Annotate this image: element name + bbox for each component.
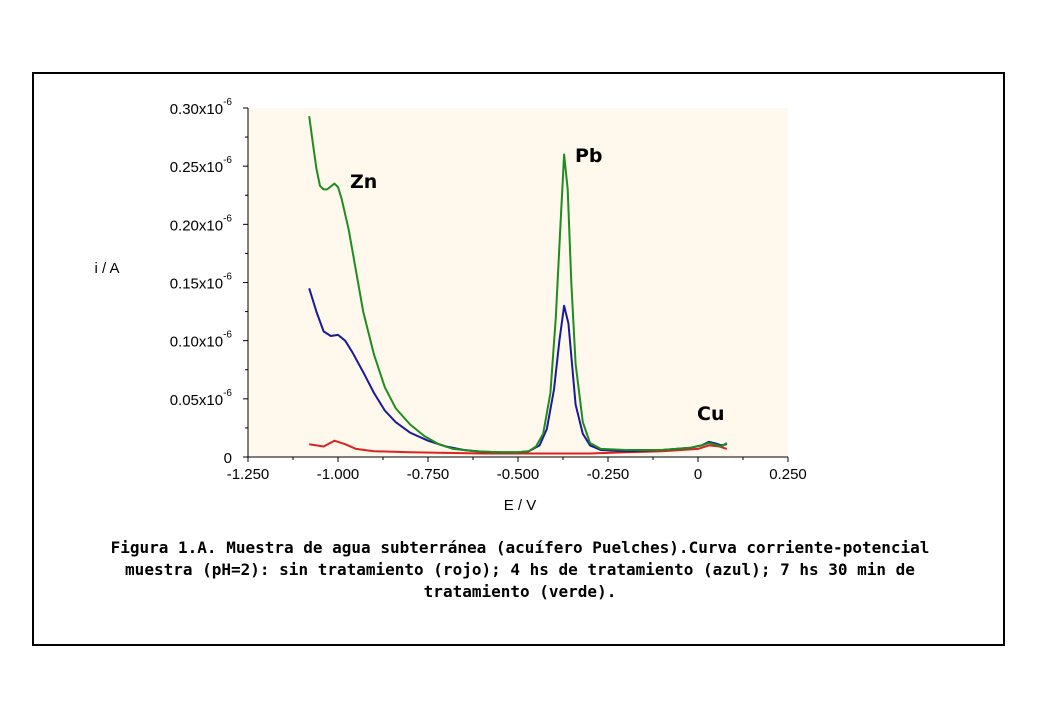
y-tick-label: 0.15x10-6 (170, 272, 233, 293)
y-tick-label: 0 (224, 450, 232, 467)
x-tick-label: -1.000 (317, 466, 360, 483)
annotation-pb: Pb (575, 145, 603, 167)
plot-area (248, 108, 788, 457)
series-line-0 (309, 439, 728, 455)
y-tick-label: 0.30x10-6 (170, 97, 233, 118)
annotation-cu: Cu (697, 403, 724, 425)
figure-frame (32, 72, 1005, 646)
x-tick-label: -1.250 (227, 466, 270, 483)
annotation-zn: Zn (350, 171, 377, 193)
y-tick-label: 0.05x10-6 (170, 388, 233, 409)
y-tick-label: 0.10x10-6 (170, 330, 233, 351)
x-tick-label: -0.750 (407, 466, 450, 483)
figure-caption: Figura 1.A. Muestra de agua subterránea … (40, 537, 1000, 603)
y-axis-label: i / A (94, 260, 119, 277)
caption-line-2: muestra (pH=2): sin tratamiento (rojo); … (125, 560, 915, 579)
x-tick-label: 0 (694, 466, 702, 483)
x-tick-label: 0.250 (769, 466, 807, 483)
x-axis-label: E / V (504, 497, 537, 514)
x-tick-label: -0.250 (587, 466, 630, 483)
caption-line-1: Figura 1.A. Muestra de agua subterránea … (110, 538, 930, 557)
chart-series-group (308, 115, 728, 455)
axis-ticks-group: -1.250 -1.000 -0.750 -0.500 -0.250 0 0.250 0.30… (170, 97, 807, 483)
series-line-2 (308, 115, 728, 454)
y-tick-label: 0.20x10-6 (170, 213, 233, 234)
caption-line-3: tratamiento (verde). (423, 582, 617, 601)
y-tick-label: 0.25x10-6 (170, 155, 233, 176)
x-tick-label: -0.500 (497, 466, 540, 483)
